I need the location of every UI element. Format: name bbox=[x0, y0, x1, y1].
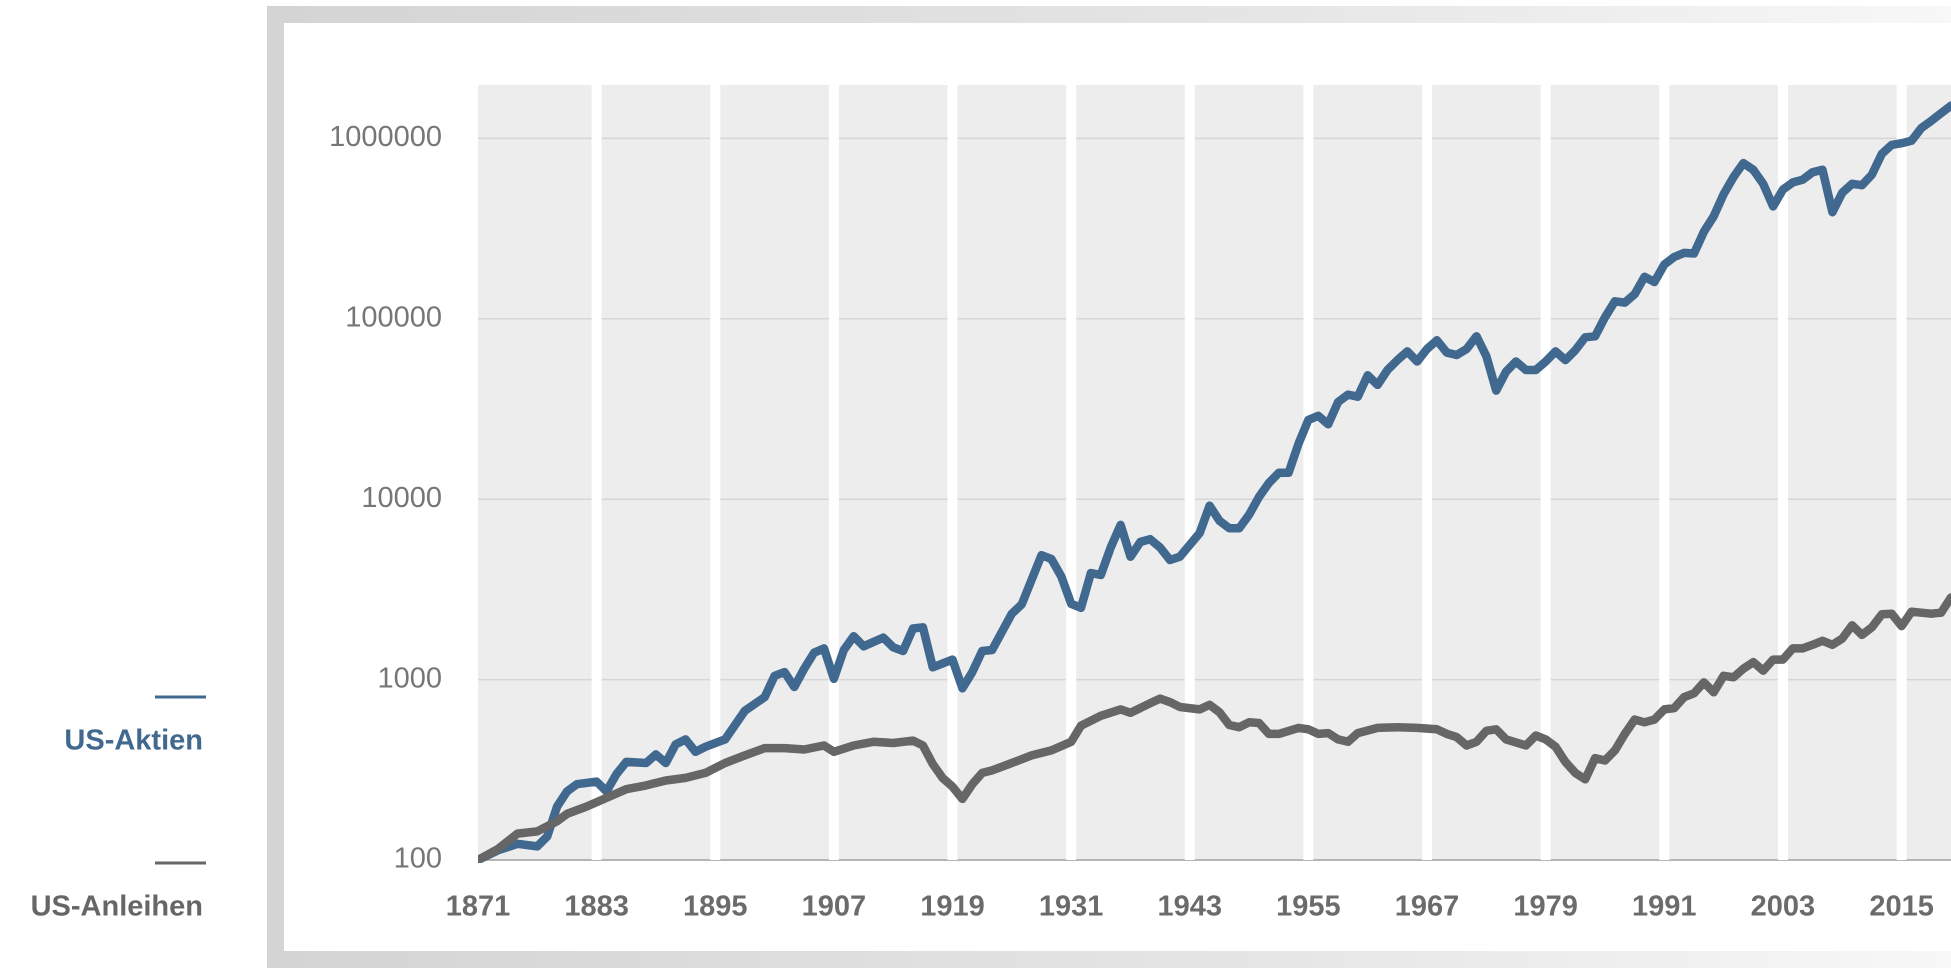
y-tick-label: 1000 bbox=[377, 662, 442, 694]
x-tick-label: 2003 bbox=[1751, 891, 1816, 923]
series-line bbox=[478, 593, 1951, 863]
plot-background bbox=[478, 85, 1951, 860]
x-tick-label: 1943 bbox=[1158, 891, 1223, 923]
y-tick-label: 10000 bbox=[361, 482, 442, 514]
x-tick-label: 1967 bbox=[1395, 891, 1460, 923]
series-line bbox=[478, 101, 1951, 863]
x-tick-label: 1919 bbox=[920, 891, 985, 923]
x-tick-label: 2015 bbox=[1869, 891, 1934, 923]
y-tick-label: 1000000 bbox=[329, 121, 442, 153]
x-tick-label: 1991 bbox=[1632, 891, 1697, 923]
x-tick-label: 1907 bbox=[802, 891, 867, 923]
legend-label: US-Anleihen bbox=[31, 891, 203, 923]
x-tick-label: 1931 bbox=[1039, 891, 1104, 923]
x-tick-label: 1895 bbox=[683, 891, 748, 923]
x-tick-label: 1955 bbox=[1276, 891, 1341, 923]
x-tick-label: 1979 bbox=[1513, 891, 1578, 923]
legend-label: US-Aktien bbox=[64, 725, 203, 757]
x-tick-label: 1883 bbox=[564, 891, 629, 923]
y-tick-label: 100000 bbox=[345, 301, 442, 333]
x-tick-label: 1871 bbox=[446, 891, 511, 923]
plot-area bbox=[478, 85, 1951, 863]
y-tick-label: 100 bbox=[394, 843, 442, 875]
overlay: 100 1000 10000 100000 1000000 1871 1883 1895 190… bbox=[31, 121, 1934, 923]
